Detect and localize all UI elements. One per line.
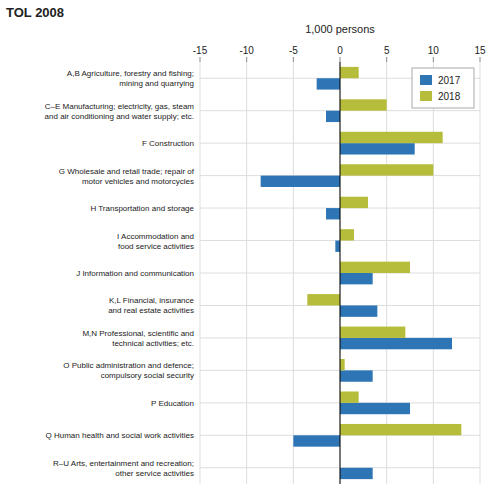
bar (340, 273, 373, 284)
x-grid-line (340, 62, 341, 484)
category-label: J Information and communication (76, 269, 194, 278)
category-label-line: Q Human health and social work activitie… (45, 431, 194, 440)
category-label: G Wholesale and retail trade; repair ofm… (59, 167, 195, 186)
x-tick-label: 15 (474, 45, 486, 56)
x-tick (386, 57, 387, 62)
x-tick-label: 0 (337, 45, 343, 56)
bar (340, 370, 373, 381)
x-axis-label: 1,000 persons (305, 23, 375, 35)
bar (340, 359, 345, 370)
category-label-line: A,B Agriculture, forestry and fishing; (67, 69, 194, 78)
bar (340, 424, 461, 435)
legend-swatch (420, 75, 432, 85)
bar (340, 164, 433, 175)
legend: 2017 2018 (412, 68, 474, 108)
bar (340, 468, 373, 479)
zero-line (340, 62, 341, 484)
bar (326, 111, 340, 122)
legend-label: 2018 (438, 91, 461, 102)
bar (307, 294, 340, 305)
category-label: K,L Financial, insuranceand real estate … (108, 296, 194, 315)
title: TOL 2008 (6, 5, 64, 20)
bar (293, 435, 340, 446)
bar (340, 391, 359, 402)
category-label: A,B Agriculture, forestry and fishing;mi… (67, 69, 194, 88)
x-tick-label: 10 (428, 45, 440, 56)
bar (340, 262, 410, 273)
category-label-line: F Construction (142, 139, 194, 148)
bar (326, 208, 340, 219)
category-label-line: G Wholesale and retail trade; repair of (59, 167, 195, 176)
category-label-line: and real estate activities (108, 306, 194, 315)
bar (340, 229, 354, 240)
category-label: R–U Arts, entertainment and recreation;o… (53, 459, 194, 478)
category-label-line: motor vehicles and motorcycles (82, 177, 194, 186)
bar (340, 327, 405, 338)
bar (317, 78, 340, 89)
x-tick (246, 57, 247, 62)
category-label-line: R–U Arts, entertainment and recreation; (53, 459, 194, 468)
category-label-line: J Information and communication (76, 269, 194, 278)
x-tick-label: -5 (289, 45, 298, 56)
category-label-line: technical activities; etc. (112, 339, 194, 348)
x-tick (340, 57, 341, 62)
category-label: C–E Manufacturing; electricity, gas, ste… (45, 102, 195, 121)
category-label-line: C–E Manufacturing; electricity, gas, ste… (45, 102, 195, 111)
x-tick-label: 5 (384, 45, 390, 56)
category-label-line: I Accommodation and (117, 232, 194, 241)
x-tick-label: -10 (239, 45, 254, 56)
category-label-line: K,L Financial, insurance (109, 296, 195, 305)
x-tick-label: -15 (193, 45, 208, 56)
category-label: F Construction (142, 139, 194, 148)
bar (340, 143, 415, 154)
category-label-line: H Transportation and storage (90, 204, 194, 213)
bar (340, 338, 452, 349)
bar (340, 305, 377, 316)
bar (335, 241, 340, 252)
category-label-line: and air conditioning and water supply; e… (45, 112, 194, 121)
category-label-line: food service activities (118, 242, 194, 251)
category-label-line: P Education (151, 399, 194, 408)
grid (200, 62, 480, 484)
bars (261, 67, 462, 479)
category-label: I Accommodation andfood service activiti… (117, 232, 194, 251)
category-label-line: mining and quarrying (119, 79, 194, 88)
chart: TOL 2008 1,000 persons -15 -10 -5 0 5 10 15 A,B A… (0, 0, 492, 492)
x-tick (200, 57, 201, 62)
category-label-line: M,N Professional, scientific and (82, 329, 194, 338)
legend-box (412, 68, 474, 108)
category-label: P Education (151, 399, 194, 408)
bar (261, 176, 340, 187)
x-tick (433, 57, 434, 62)
legend-swatch (420, 91, 432, 101)
category-label: H Transportation and storage (90, 204, 194, 213)
x-tick (293, 57, 294, 62)
category-label: M,N Professional, scientific andtechnica… (82, 329, 194, 348)
legend-label: 2017 (438, 75, 461, 86)
category-label-line: O Public administration and defence; (63, 361, 194, 370)
category-label: Q Human health and social work activitie… (45, 431, 194, 440)
category-label-line: other service activities (115, 469, 194, 478)
x-tick (480, 57, 481, 62)
bar (340, 132, 443, 143)
category-label: O Public administration and defence;comp… (63, 361, 194, 380)
category-label-line: compulsory social security (101, 371, 194, 380)
bar (340, 67, 359, 78)
bar (340, 99, 387, 110)
bar (340, 403, 410, 414)
bar (340, 197, 368, 208)
